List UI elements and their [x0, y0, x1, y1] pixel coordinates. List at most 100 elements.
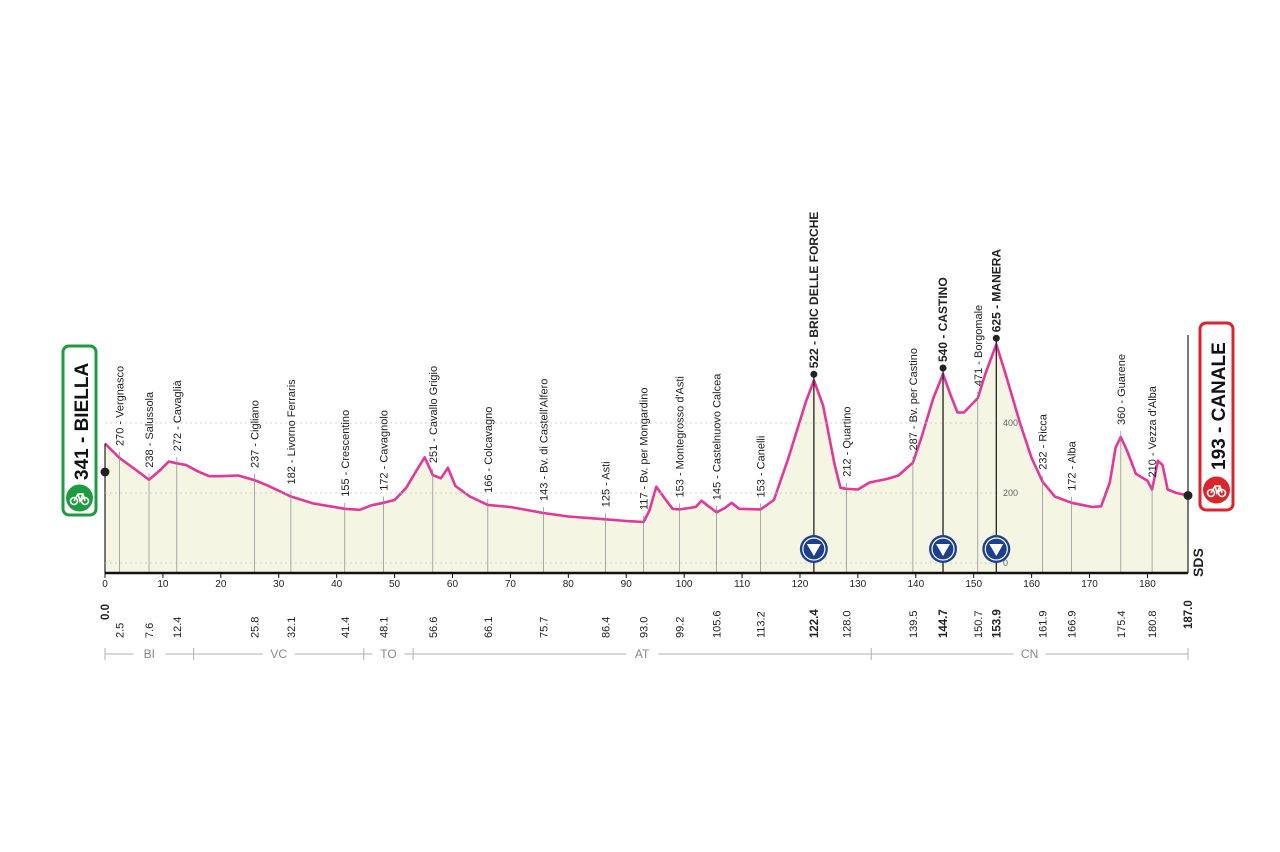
axis-tick-label: 30 — [273, 579, 285, 590]
axis-tick-label: 130 — [850, 579, 867, 590]
waypoint-label: 153 - Montegrosso d'Asti — [675, 376, 687, 497]
waypoint-label: 360 - Guarene — [1116, 354, 1128, 425]
waypoint: 117 - Bv. per Mongardino 93.0 — [639, 388, 651, 638]
summit-dot — [992, 334, 1000, 342]
waypoint-label: 272 - Cavaglià — [172, 379, 184, 451]
waypoint-km: 99.2 — [675, 617, 687, 638]
waypoint-label: 166 - Colcavagno — [483, 407, 495, 493]
waypoint-label: 471 - Borgomale — [973, 305, 985, 386]
waypoint-label: 125 - Asti — [600, 461, 612, 507]
waypoint: 172 - Alba 166.9 — [1067, 440, 1079, 638]
waypoint-km: 93.0 — [639, 617, 651, 638]
waypoint: 251 - Cavallo Grigio 56.6 — [428, 366, 440, 638]
finish-frame — [1198, 321, 1235, 512]
region-label-bg — [372, 645, 405, 663]
waypoint-label: 153 - Canelli — [756, 436, 768, 498]
waypoint-label: 232 - Ricca — [1038, 413, 1050, 470]
waypoint: 153 - Canelli 113.2 — [756, 436, 768, 638]
waypoint: 166 - Colcavagno 66.1 — [483, 407, 495, 638]
waypoint-label: 522 - BRIC DELLE FORCHE — [807, 212, 821, 369]
waypoint: 145 - Castelnuovo Calcea 105.6 — [712, 373, 724, 638]
region-label: AT — [635, 647, 650, 661]
waypoint-km: 122.4 — [809, 609, 821, 638]
waypoint: 172 - Cavagnolo 48.1 — [379, 410, 391, 638]
waypoint-label: 251 - Cavallo Grigio — [428, 366, 440, 463]
region-label-bg — [133, 645, 166, 663]
regions-bar: BI VC TO AT CN — [104, 645, 1189, 663]
climb-triangle-icon — [982, 535, 1011, 563]
axis-tick-label: 70 — [505, 579, 517, 590]
finish-label: 193 - CANALE — [1209, 342, 1230, 470]
start-marker — [100, 467, 110, 477]
climb-icon-ring — [802, 537, 826, 561]
waypoint: 182 - Livorno Ferraris 32.1 — [286, 379, 298, 638]
waypoint-label: 238 - Salussola — [144, 391, 156, 468]
waypoint-km: 105.6 — [712, 610, 724, 638]
finish-km: 187.0 — [1183, 600, 1195, 629]
region-label: CN — [1021, 647, 1038, 661]
summit-dot — [939, 364, 947, 372]
waypoint-label: 212 - Quartino — [841, 406, 853, 476]
waypoint: 287 - Bv. per Castino 139.5 — [908, 348, 920, 638]
waypoint: 471 - Borgomale 150.7 — [973, 305, 985, 638]
waypoint-label: 270 - Vergnasco — [114, 366, 126, 446]
axis-tick-label: 90 — [621, 579, 633, 590]
axis-tick-label: 180 — [1139, 579, 1156, 590]
waypoint: 155 - Crescentino 41.4 — [340, 410, 352, 638]
waypoint-label: 540 - CASTINO — [936, 277, 950, 362]
waypoint: 210 - Vezza d'Alba 180.8 — [1147, 385, 1159, 638]
region-label-bg — [626, 645, 659, 663]
waypoint: 540 - CASTINO 144.7 — [929, 277, 958, 638]
waypoint-km: 2.5 — [114, 623, 126, 638]
climb-icon-triangle — [936, 544, 951, 556]
waypoint: 237 - Cigliano 25.8 — [249, 400, 261, 638]
waypoint: 232 - Ricca 161.9 — [1038, 413, 1050, 638]
distance-axis: 0 10 20 30 40 50 60 70 80 90 100 110 120 130 140 150 160… — [100, 571, 1195, 629]
axis-tick-label: 140 — [907, 579, 924, 590]
start-frame — [61, 344, 98, 517]
waypoint: 212 - Quartino 128.0 — [841, 406, 853, 638]
region-label-bg — [262, 645, 295, 663]
waypoint-label: 145 - Castelnuovo Calcea — [712, 373, 724, 500]
waypoint-km: 12.4 — [172, 617, 184, 638]
waypoint-label: 625 - MANERA — [989, 249, 1003, 333]
climb-icon-triangle — [806, 544, 821, 556]
waypoint-km: 161.9 — [1038, 610, 1050, 638]
climb-icon-ring — [984, 537, 1008, 561]
axis-tick-label: 50 — [389, 579, 401, 590]
waypoint-label: 210 - Vezza d'Alba — [1147, 385, 1159, 477]
finish-marker — [1183, 490, 1193, 500]
waypoint-km: 25.8 — [249, 617, 261, 638]
waypoint-km: 175.4 — [1116, 610, 1128, 638]
waypoint-km: 166.9 — [1067, 610, 1079, 638]
waypoints-layer: 270 - Vergnasco 2.5 238 - Salussola 7.6 272 … — [114, 212, 1159, 638]
climb-icon-triangle — [989, 544, 1004, 556]
waypoint: 153 - Montegrosso d'Asti 99.2 — [675, 376, 687, 638]
axis-tick-label: 170 — [1081, 579, 1098, 590]
start-terminal: 341 - BIELLA — [61, 344, 110, 517]
axis-tick-label: 80 — [563, 579, 575, 590]
waypoint-km: 41.4 — [340, 617, 352, 638]
waypoint: 270 - Vergnasco 2.5 — [114, 366, 126, 638]
axis-tick-label: 60 — [447, 579, 459, 590]
waypoint-label: 287 - Bv. per Castino — [908, 348, 920, 451]
finish-bicycle-icon-glyph — [1206, 485, 1227, 498]
profile-area — [105, 344, 1188, 573]
waypoint: 625 - MANERA 153.9 — [982, 249, 1011, 638]
axis-tick-label: 120 — [792, 579, 809, 590]
start-label: 341 - BIELLA — [72, 363, 93, 480]
waypoint: 238 - Salussola 7.6 — [144, 391, 156, 638]
start-km: 0.0 — [100, 604, 112, 620]
waypoint-km: 56.6 — [428, 617, 440, 638]
axis-tick-label: 110 — [734, 579, 750, 590]
summit-dot — [810, 370, 818, 378]
scale-label: 200 — [1003, 488, 1018, 498]
axis-tick-label: 10 — [157, 579, 169, 590]
scale-label: 400 — [1003, 418, 1018, 428]
waypoint-label: 172 - Cavagnolo — [379, 410, 391, 491]
climb-triangle-icon — [799, 535, 828, 563]
waypoint-label: 143 - Bv. di Castell'Alfero — [538, 379, 550, 501]
axis-tick-label: 100 — [676, 579, 693, 590]
waypoint-km: 48.1 — [379, 617, 391, 638]
